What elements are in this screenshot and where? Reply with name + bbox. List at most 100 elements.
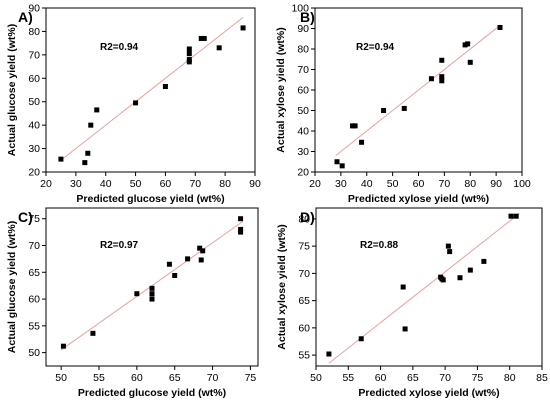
x-tick-label: 70 <box>189 178 201 190</box>
x-tick-label: 60 <box>160 178 172 190</box>
data-point <box>350 123 356 129</box>
y-tick-label: 80 <box>297 44 309 56</box>
x-tick-label: 80 <box>219 178 231 190</box>
data-point <box>439 74 445 80</box>
x-tick-label: 80 <box>504 372 516 384</box>
data-point <box>186 59 192 65</box>
data-point <box>90 330 96 336</box>
data-point <box>428 76 434 82</box>
data-point <box>457 275 463 281</box>
y-tick-label: 90 <box>297 23 309 35</box>
data-point <box>166 261 172 267</box>
data-point <box>149 291 155 297</box>
data-point <box>216 45 222 51</box>
x-tick-label: 20 <box>40 178 52 190</box>
y-axis-label: Actual glucose yield (wt%) <box>6 24 18 156</box>
data-point <box>201 35 207 41</box>
y-tick-label: 75 <box>298 241 310 253</box>
y-tick-label: 80 <box>298 213 310 225</box>
y-tick-label: 40 <box>28 120 40 132</box>
y-tick-label: 30 <box>28 143 40 155</box>
panel-label: C) <box>18 209 33 225</box>
y-tick-label: 50 <box>28 347 40 359</box>
x-tick-label: 65 <box>169 372 181 384</box>
data-point <box>197 245 203 251</box>
x-tick-label: 50 <box>55 372 67 384</box>
x-axis-label: Predicted glucose yield (wt%) <box>78 387 226 399</box>
data-point <box>58 156 64 162</box>
data-point <box>481 258 487 264</box>
x-tick-label: 90 <box>249 178 261 190</box>
y-tick-label: 70 <box>28 240 40 252</box>
data-point <box>85 150 91 156</box>
r2-annotation: R2=0.94 <box>100 42 139 53</box>
data-point <box>513 213 519 219</box>
x-tick-label: 30 <box>70 178 82 190</box>
data-point <box>334 159 340 165</box>
data-point <box>497 24 503 30</box>
x-tick-label: 60 <box>375 372 387 384</box>
x-tick-label: 100 <box>513 178 531 190</box>
data-point <box>465 41 471 47</box>
x-tick-label: 70 <box>439 178 451 190</box>
y-tick-label: 50 <box>297 105 309 117</box>
data-point <box>358 336 364 342</box>
y-tick-label: 70 <box>298 268 310 280</box>
data-point <box>467 267 473 273</box>
data-point <box>185 256 191 262</box>
data-point <box>82 160 88 166</box>
x-tick-label: 20 <box>309 178 321 190</box>
y-tick-label: 70 <box>28 49 40 61</box>
x-tick-label: 70 <box>439 372 451 384</box>
data-point <box>402 326 408 332</box>
y-tick-label: 65 <box>28 267 40 279</box>
fit-line <box>328 213 520 364</box>
data-point <box>467 59 473 65</box>
x-axis-label: Predicted xylose yield (wt%) <box>348 193 489 205</box>
fit-line <box>60 220 244 351</box>
data-point <box>400 284 406 290</box>
y-axis-label: Actual xylose yield (wt%) <box>275 27 287 152</box>
y-tick-label: 30 <box>297 146 309 158</box>
y-tick-label: 60 <box>28 73 40 85</box>
panel-label: A) <box>18 9 33 25</box>
x-axis-label: Predicted xylose yield (wt%) <box>358 387 499 399</box>
plot-frame <box>45 7 256 173</box>
data-point <box>134 291 140 297</box>
r2-annotation: R2=0.97 <box>100 240 139 251</box>
panel-label: B) <box>300 9 315 25</box>
x-tick-label: 60 <box>131 372 143 384</box>
data-point <box>60 343 66 349</box>
x-tick-label: 80 <box>464 178 476 190</box>
plot-frame <box>315 207 543 367</box>
data-point <box>88 122 94 128</box>
data-point <box>198 35 204 41</box>
data-point <box>401 105 407 111</box>
x-tick-label: 85 <box>536 372 548 384</box>
data-point <box>240 25 246 31</box>
x-tick-label: 75 <box>472 372 484 384</box>
x-tick-label: 70 <box>207 372 219 384</box>
y-tick-label: 65 <box>298 295 310 307</box>
data-point <box>339 163 345 169</box>
data-point <box>439 57 445 63</box>
data-point <box>149 285 155 291</box>
x-tick-label: 90 <box>490 178 502 190</box>
chart-panel-3: 50 55 60 65 70 75 50 55 60 65 70 75 Predicted glucos… <box>6 207 259 399</box>
y-tick-label: 60 <box>28 294 40 306</box>
r2-annotation: R2=0.88 <box>360 240 399 251</box>
y-tick-label: 20 <box>297 167 309 179</box>
r2-annotation: R2=0.94 <box>356 42 395 53</box>
fit-line <box>60 16 244 161</box>
x-tick-label: 75 <box>245 372 257 384</box>
data-point <box>352 123 358 129</box>
data-point <box>133 100 139 106</box>
y-tick-label: 20 <box>28 167 40 179</box>
x-tick-label: 50 <box>387 178 399 190</box>
x-tick-label: 50 <box>310 372 322 384</box>
data-point <box>172 272 178 278</box>
y-tick-label: 60 <box>297 85 309 97</box>
x-tick-label: 50 <box>130 178 142 190</box>
chart-panel-2: 20 30 40 50 60 70 80 90 100 20 30 40 50 60 70 80 90 100 Pr… <box>275 3 531 206</box>
